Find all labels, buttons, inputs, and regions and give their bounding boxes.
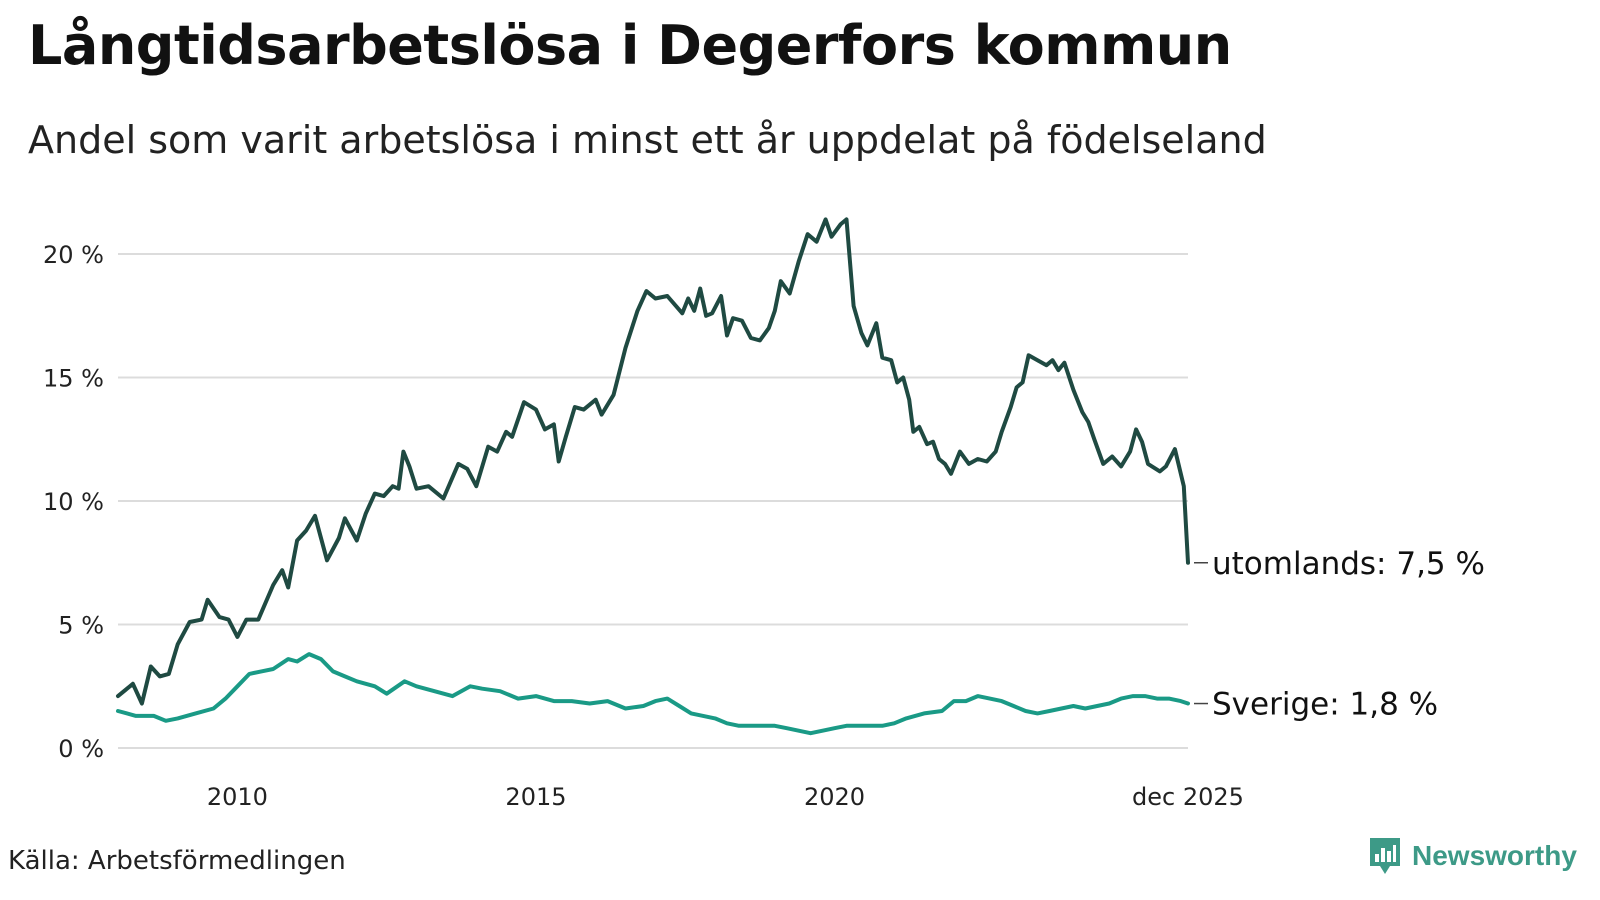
brand-logo[interactable]: Newsworthy [1368,836,1577,876]
end-label-sverige: Sverige: 1,8 % [1212,687,1438,723]
newsworthy-bar-chart-icon [1370,838,1400,874]
line-chart: 0 %5 %10 %15 %20 % 2010 2015 2020 dec 2025 … [43,217,1485,811]
end-label-utomlands: utomlands: 7,5 % [1212,546,1485,582]
y-tick-label: 20 % [43,241,104,269]
x-tick-label: dec 2025 [1132,783,1244,811]
y-axis: 0 % 5 % 10 % 15 % 20 % [43,241,104,763]
x-tick-label: 2010 [207,783,268,811]
y-tick-label: 15 % [43,365,104,393]
x-tick-label: 2015 [505,783,566,811]
y-tick-label: 5 % [58,612,104,640]
brand-name: Newsworthy [1412,840,1577,871]
x-axis: 2010 2015 2020 dec 2025 [207,783,1244,811]
x-tick-label: 2020 [804,783,865,811]
grid-lines [118,253,1188,749]
chart-title: Långtidsarbetslösa i Degerfors kommun [28,14,1232,77]
series-line-utomlands [116,217,1190,706]
y-tick-label: 10 % [43,488,104,516]
series-line-sverige [116,652,1190,736]
y-tick-label: 0 % [58,735,104,763]
chart-subtitle: Andel som varit arbetslösa i minst ett å… [28,118,1267,162]
source-note: Källa: Arbetsförmedlingen [8,846,346,876]
series-lines [116,217,1190,736]
end-labels: utomlands: 7,5 % Sverige: 1,8 % [1194,546,1485,723]
